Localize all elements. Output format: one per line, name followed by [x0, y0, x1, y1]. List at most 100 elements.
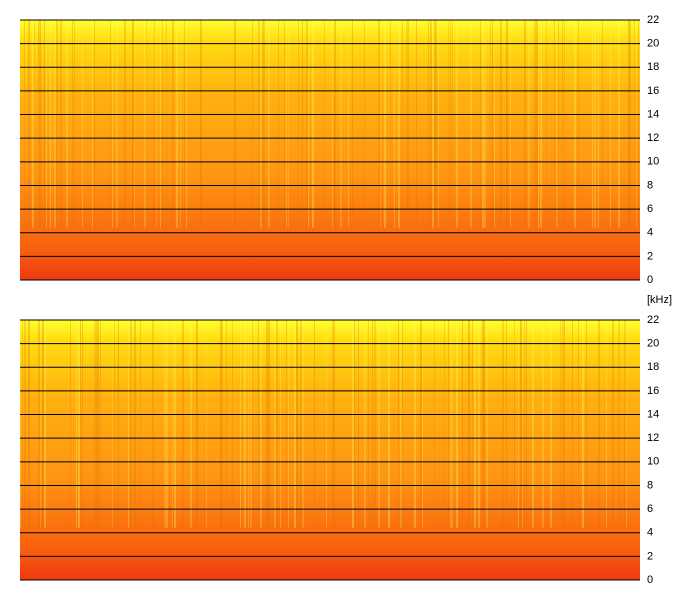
texture	[400, 320, 402, 528]
texture	[484, 320, 485, 528]
texture	[550, 320, 552, 528]
texture	[598, 320, 600, 528]
texture	[438, 20, 439, 228]
texture	[432, 20, 434, 228]
texture	[308, 20, 309, 228]
texture	[176, 20, 178, 228]
y-tick-label: 16	[647, 385, 659, 397]
texture	[160, 20, 161, 228]
texture	[482, 20, 484, 228]
texture	[222, 320, 223, 528]
texture	[528, 20, 530, 228]
texture	[274, 320, 276, 528]
texture	[554, 20, 555, 228]
texture	[156, 20, 157, 228]
texture	[364, 320, 366, 528]
texture	[524, 20, 526, 228]
texture	[560, 320, 561, 528]
texture	[502, 320, 504, 528]
texture	[288, 20, 289, 228]
texture	[610, 20, 611, 228]
texture	[98, 320, 99, 528]
texture	[586, 320, 587, 528]
texture	[114, 320, 115, 528]
y-tick-label: 22	[647, 14, 659, 26]
texture	[624, 320, 626, 528]
texture	[326, 320, 327, 528]
texture	[456, 320, 458, 528]
spectrogram	[20, 20, 640, 280]
texture	[592, 20, 593, 228]
y-tick-label: 20	[647, 38, 659, 50]
y-tick-label: 10	[647, 156, 659, 168]
texture	[578, 320, 579, 528]
texture	[638, 20, 639, 228]
texture	[348, 20, 349, 228]
texture	[474, 320, 476, 528]
y-tick-label: 14	[647, 108, 659, 120]
texture	[374, 320, 376, 528]
texture	[482, 320, 484, 528]
texture	[298, 20, 299, 228]
texture	[186, 20, 187, 228]
texture	[332, 320, 334, 528]
y-tick-label: 2	[647, 550, 653, 562]
texture	[24, 20, 25, 228]
texture	[532, 320, 534, 528]
texture	[536, 20, 538, 228]
texture	[172, 320, 173, 528]
texture	[162, 20, 163, 228]
y-axis-unit: [kHz]	[647, 294, 672, 306]
texture	[252, 320, 253, 528]
texture	[394, 20, 395, 228]
texture	[598, 20, 599, 228]
texture	[286, 20, 287, 228]
y-tick-label: 0	[647, 274, 653, 286]
texture	[40, 20, 41, 228]
texture	[144, 20, 146, 228]
texture	[248, 320, 249, 528]
spectrogram	[20, 320, 640, 580]
texture	[594, 20, 596, 228]
texture	[546, 20, 547, 228]
texture	[364, 20, 365, 228]
texture	[252, 20, 253, 228]
texture	[606, 320, 607, 528]
texture	[50, 20, 51, 228]
texture	[34, 20, 35, 228]
texture	[200, 20, 202, 228]
texture	[534, 20, 536, 228]
texture	[234, 20, 236, 228]
texture	[78, 320, 80, 528]
texture	[112, 320, 113, 528]
y-tick-label: 20	[647, 338, 659, 350]
texture	[74, 20, 75, 228]
texture	[172, 20, 174, 228]
texture	[70, 320, 71, 528]
texture	[450, 20, 451, 228]
texture	[40, 320, 41, 528]
texture	[472, 320, 473, 528]
texture	[430, 20, 432, 228]
texture	[486, 320, 488, 528]
texture	[388, 320, 390, 528]
texture	[146, 20, 147, 228]
texture	[562, 320, 564, 528]
texture	[220, 320, 222, 528]
texture	[32, 20, 34, 228]
y-tick-label: 8	[647, 479, 653, 491]
texture	[542, 320, 544, 528]
texture	[124, 20, 126, 228]
texture	[258, 320, 259, 528]
texture	[94, 20, 95, 228]
texture	[44, 20, 45, 228]
texture	[264, 20, 265, 228]
texture	[450, 320, 452, 528]
texture	[72, 20, 73, 228]
texture	[520, 320, 522, 528]
texture	[44, 320, 46, 528]
texture	[22, 320, 23, 528]
texture	[240, 320, 241, 528]
texture	[100, 320, 101, 528]
texture	[206, 320, 207, 528]
